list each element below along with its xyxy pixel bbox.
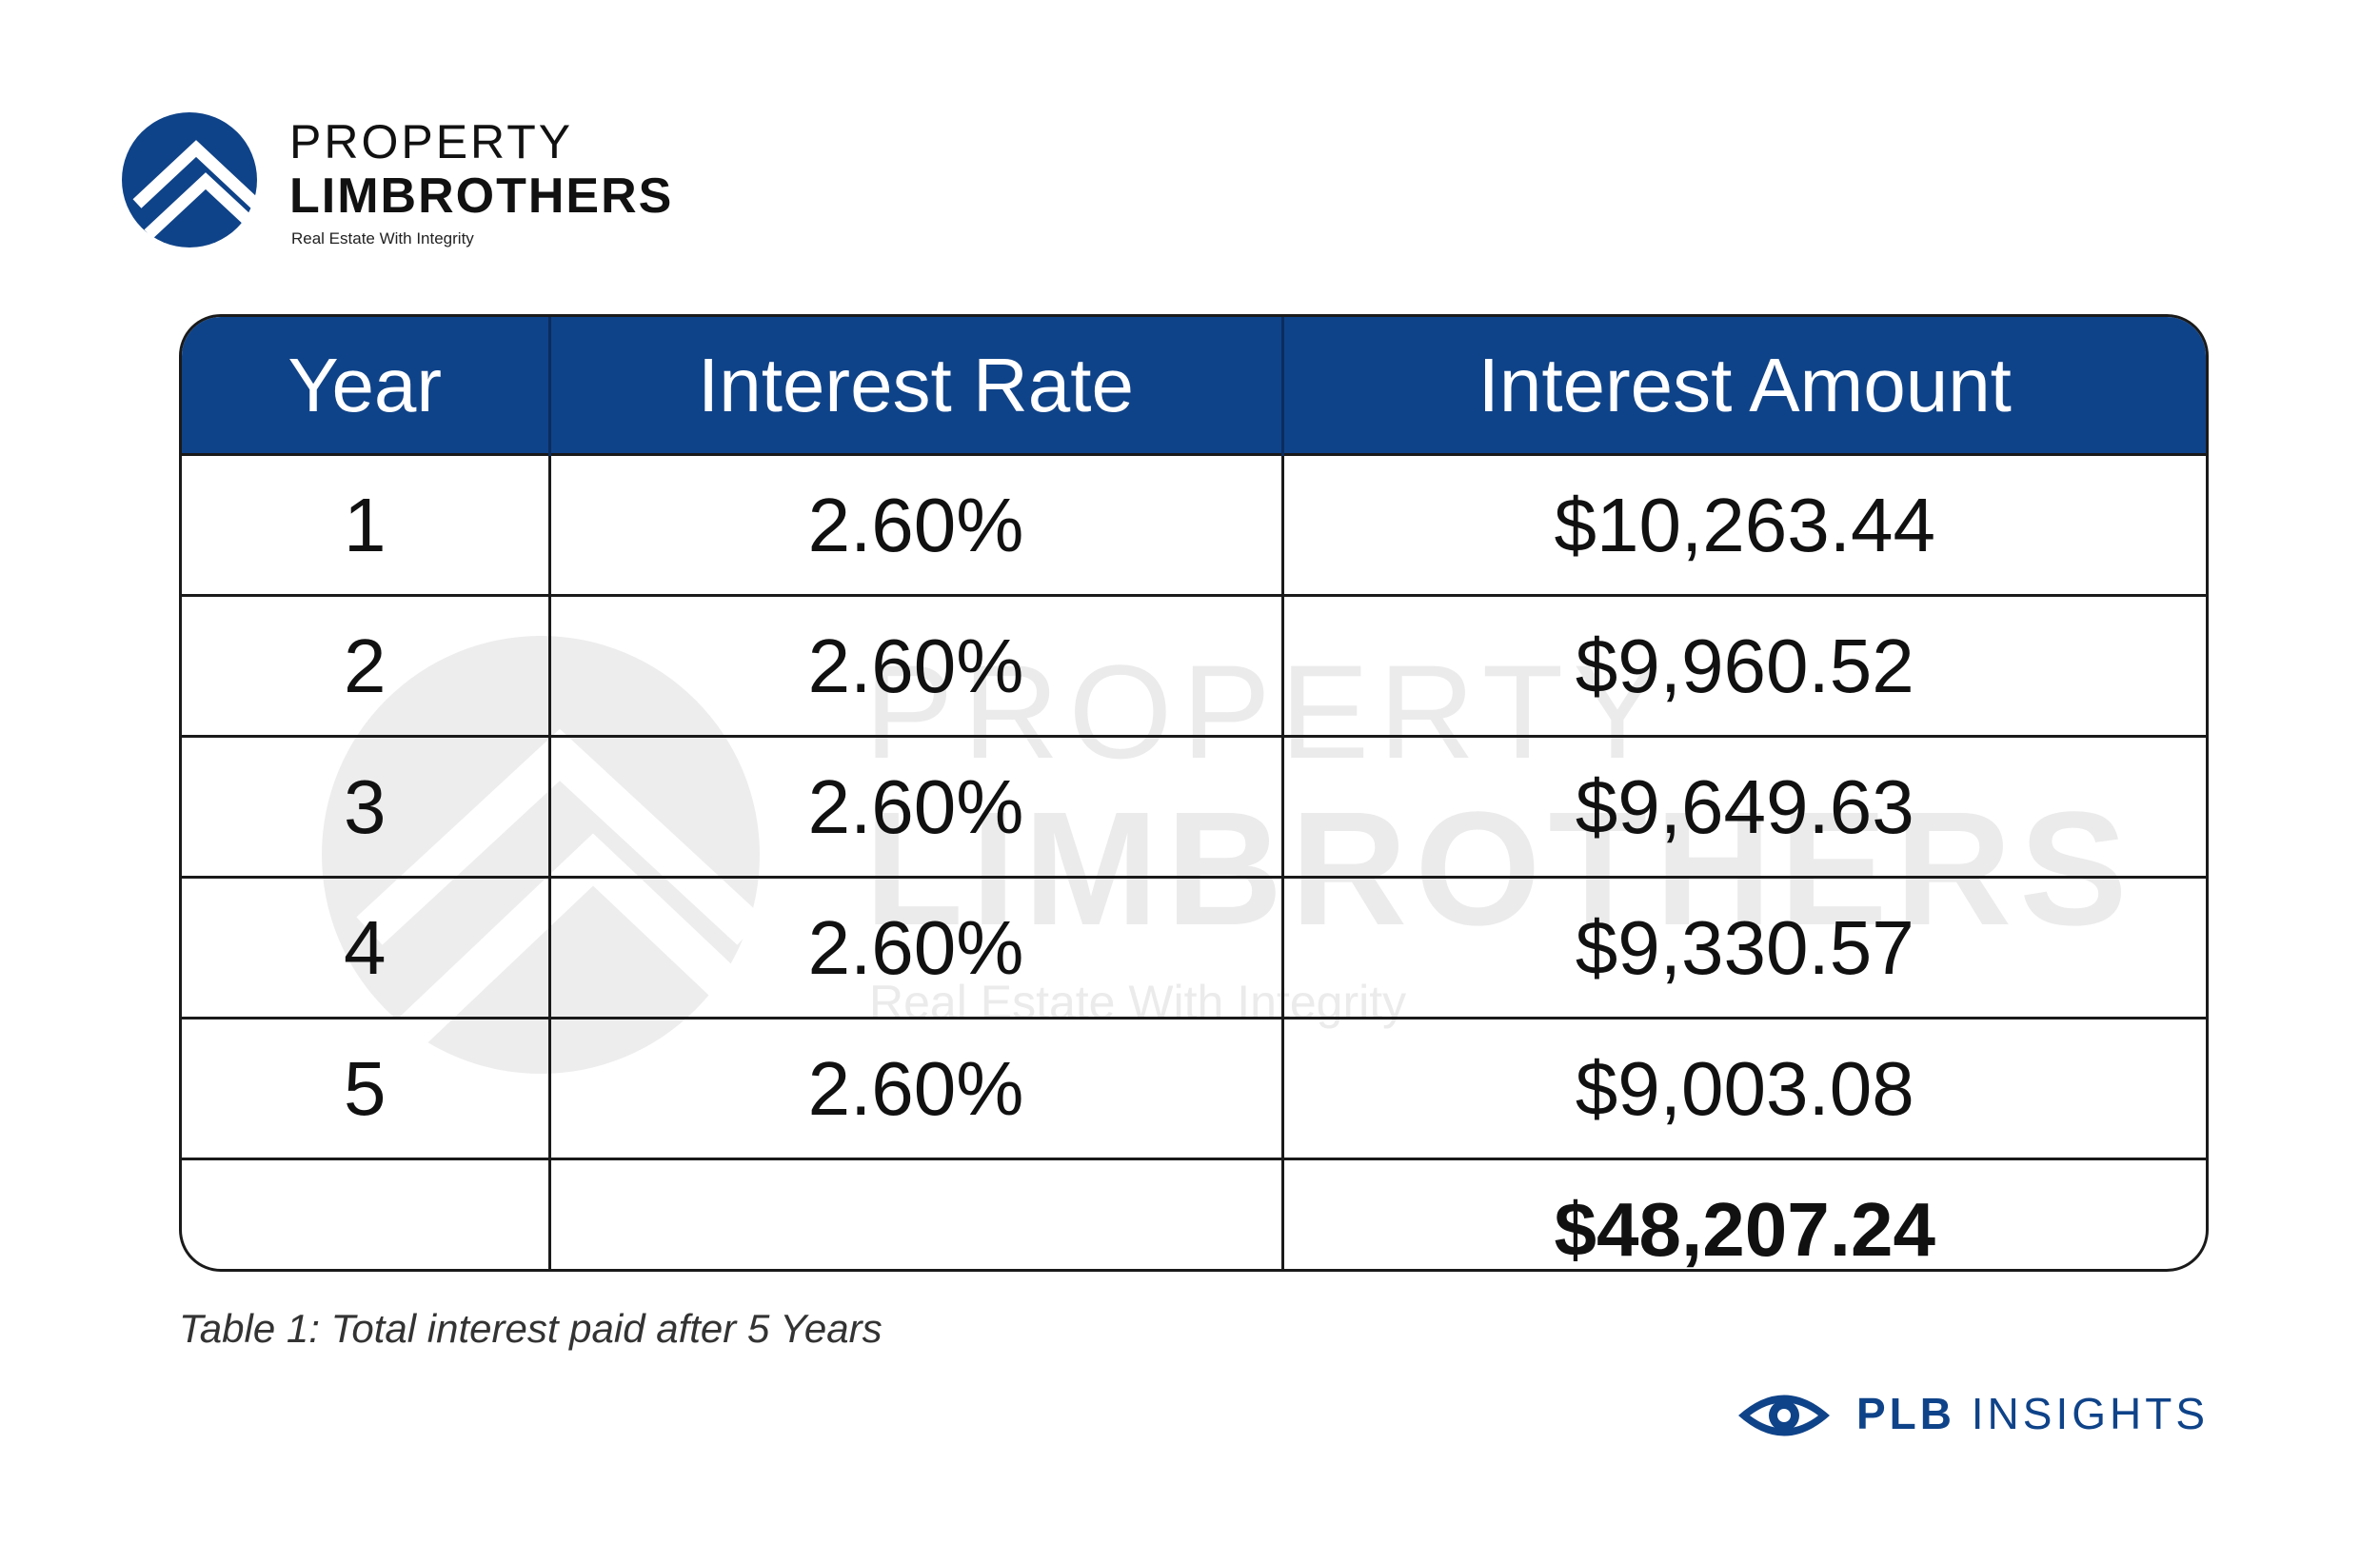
brand-tagline: Real Estate With Integrity [291, 229, 474, 247]
plb-insights-bold: PLB [1856, 1389, 1955, 1438]
plb-insights-text: PLB INSIGHTS [1856, 1392, 2209, 1435]
total-cell-empty [549, 1158, 1284, 1269]
plb-insights-rest: INSIGHTS [1955, 1389, 2210, 1438]
cell-year: 5 [182, 1017, 551, 1159]
cell-amount: $9,003.08 [1282, 1017, 2206, 1159]
cell-year: 3 [182, 735, 551, 878]
total-amount: $48,207.24 [1282, 1158, 2206, 1269]
cell-amount: $9,649.63 [1282, 735, 2206, 878]
cell-amount: $9,960.52 [1282, 594, 2206, 737]
table-row: 2 2.60% $9,960.52 [182, 594, 2206, 737]
cell-amount: $10,263.44 [1282, 453, 2206, 596]
interest-table: Year Interest Rate Interest Amount 1 2.6… [179, 314, 2209, 1272]
table-caption: Table 1: Total interest paid after 5 Yea… [179, 1306, 883, 1351]
cell-year: 2 [182, 594, 551, 737]
header-year: Year [182, 317, 551, 455]
brand-name-top: PROPERTY [289, 115, 574, 168]
table-total-row: $48,207.24 [182, 1158, 2206, 1269]
table-header-row: Year Interest Rate Interest Amount [182, 317, 2206, 455]
cell-year: 4 [182, 876, 551, 1019]
cell-rate: 2.60% [549, 594, 1284, 737]
house-roof-logo-icon [122, 112, 257, 247]
table-row: 5 2.60% $9,003.08 [182, 1017, 2206, 1159]
table-row: 4 2.60% $9,330.57 [182, 876, 2206, 1019]
cell-rate: 2.60% [549, 876, 1284, 1019]
header-interest-amount: Interest Amount [1282, 317, 2206, 455]
cell-amount: $9,330.57 [1282, 876, 2206, 1019]
table-row: 1 2.60% $10,263.44 [182, 453, 2206, 596]
brand-name-main: LIMBROTHERS [289, 168, 674, 224]
table-row: 3 2.60% $9,649.63 [182, 735, 2206, 878]
total-cell-empty [182, 1158, 551, 1269]
header-interest-rate: Interest Rate [549, 317, 1284, 455]
cell-rate: 2.60% [549, 453, 1284, 596]
cell-rate: 2.60% [549, 735, 1284, 878]
cell-year: 1 [182, 453, 551, 596]
cell-rate: 2.60% [549, 1017, 1284, 1159]
eye-icon [1738, 1395, 1830, 1436]
